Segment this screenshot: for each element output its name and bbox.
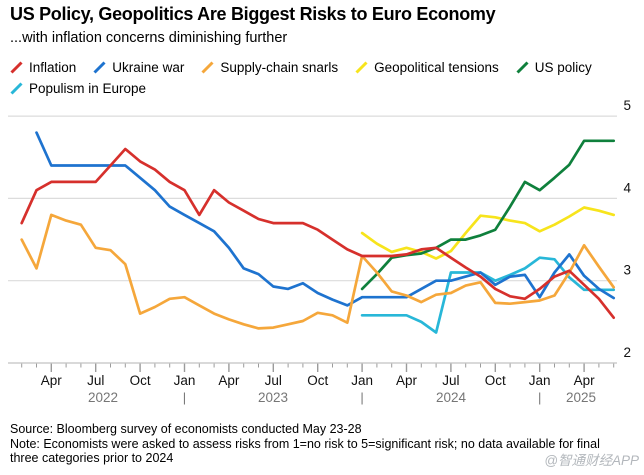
y-tick-label-2: 2 xyxy=(623,345,631,360)
series-line-inflation xyxy=(20,147,616,320)
legend-item-ukraine-war: Ukraine war xyxy=(93,60,184,75)
legend-slash-icon-us-policy xyxy=(516,61,529,74)
x-tick-label-2022-07: Jul xyxy=(87,373,104,388)
legend-item-inflation: Inflation xyxy=(10,60,76,75)
legend-label-geopolitical-tensions: Geopolitical tensions xyxy=(374,60,499,75)
series-line-us-policy xyxy=(360,139,616,291)
note-line-1: Note: Economists were asked to assess ri… xyxy=(10,437,600,451)
legend: Inflation Ukraine war Supply-chain snarls G… xyxy=(10,57,638,99)
year-label-2023: 2023 xyxy=(258,390,288,405)
legend-label-populism-in-europe: Populism in Europe xyxy=(29,81,147,96)
year-separator: | xyxy=(183,390,186,405)
note-line-2: three categories prior to 2024 xyxy=(10,451,174,465)
chart-subtitle: ...with inflation concerns diminishing f… xyxy=(10,30,288,46)
series-line-geopolitical-tensions xyxy=(360,206,616,260)
x-tick-label-2024-10: Oct xyxy=(485,373,506,388)
x-tick-label-2024-04: Apr xyxy=(396,373,418,388)
legend-item-supply-chain-snarls: Supply-chain snarls xyxy=(201,60,338,75)
legend-item-us-policy: US policy xyxy=(516,60,592,75)
x-tick-label-2024-07: Jul xyxy=(442,373,459,388)
legend-slash-icon-inflation xyxy=(10,61,23,74)
x-tick-label-2025-04: Apr xyxy=(574,373,596,388)
x-tick-label-2022-10: Oct xyxy=(130,373,151,388)
x-tick-label-2023-10: Oct xyxy=(307,373,328,388)
series-line-populism-in-europe xyxy=(360,256,616,334)
source-text: Source: Bloomberg survey of economists c… xyxy=(10,422,362,436)
legend-label-ukraine-war: Ukraine war xyxy=(112,60,185,75)
year-separator: | xyxy=(538,390,541,405)
series-line-supply-chain-snarls xyxy=(20,213,616,330)
x-tick-label-2023-01: Jan xyxy=(174,373,196,388)
legend-label-us-policy: US policy xyxy=(534,60,592,75)
y-tick-label-4: 4 xyxy=(623,180,631,195)
x-tick-label-2023-07: Jul xyxy=(265,373,282,388)
legend-slash-icon-supply-chain-snarls xyxy=(201,61,214,74)
year-label-2025: 2025 xyxy=(566,390,596,405)
series-line-ukraine-war xyxy=(35,131,616,307)
legend-slash-icon-populism-in-europe xyxy=(10,82,23,95)
legend-slash-icon-ukraine-war xyxy=(93,61,106,74)
x-tick-label-2022-04: Apr xyxy=(41,373,63,388)
legend-item-populism-in-europe: Populism in Europe xyxy=(10,81,146,96)
x-tick-label-2023-04: Apr xyxy=(218,373,240,388)
legend-label-supply-chain-snarls: Supply-chain snarls xyxy=(220,60,339,75)
note-text: Note: Economists were asked to assess ri… xyxy=(10,437,600,465)
y-tick-label-5: 5 xyxy=(623,98,631,113)
legend-item-geopolitical-tensions: Geopolitical tensions xyxy=(355,60,499,75)
x-tick-label-2025-01: Jan xyxy=(529,373,551,388)
year-label-2024: 2024 xyxy=(436,390,467,405)
watermark: @智通财经APP xyxy=(544,453,639,468)
year-separator: | xyxy=(360,390,363,405)
year-label-2022: 2022 xyxy=(88,390,118,405)
chart-title: US Policy, Geopolitics Are Biggest Risks… xyxy=(10,4,496,24)
y-tick-label-3: 3 xyxy=(623,263,631,278)
legend-row-1: Inflation Ukraine war Supply-chain snarls G… xyxy=(10,57,638,78)
legend-slash-icon-geopolitical-tensions xyxy=(355,61,368,74)
x-tick-label-2024-01: Jan xyxy=(351,373,373,388)
legend-label-inflation: Inflation xyxy=(29,60,77,75)
legend-row-2: Populism in Europe xyxy=(10,78,638,99)
